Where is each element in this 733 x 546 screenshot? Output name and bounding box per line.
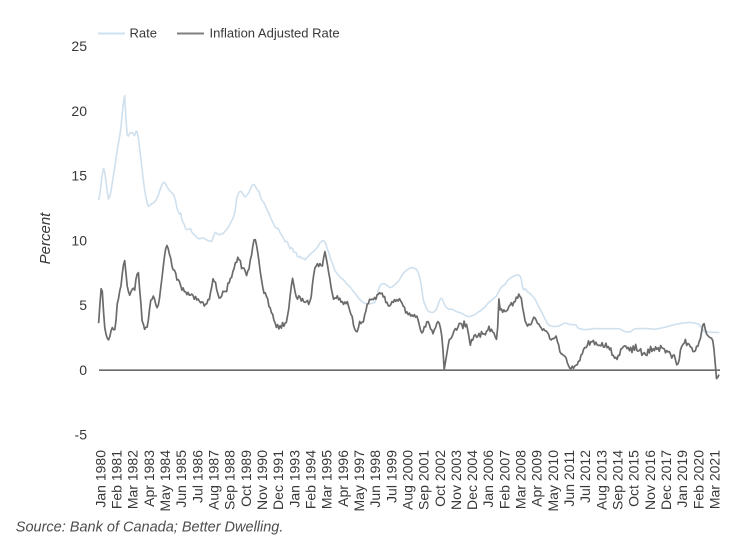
- svg-text:15: 15: [71, 168, 87, 184]
- svg-text:Source: Bank of Canada; Better: Source: Bank of Canada; Better Dwelling.: [16, 520, 284, 536]
- svg-text:0: 0: [79, 362, 87, 378]
- svg-text:May 2010: May 2010: [545, 450, 561, 512]
- svg-text:Jul 1986: Jul 1986: [189, 450, 205, 503]
- svg-text:Jan 1980: Jan 1980: [92, 450, 108, 508]
- svg-text:Feb 1994: Feb 1994: [303, 450, 319, 509]
- svg-text:Jun 1985: Jun 1985: [173, 450, 189, 508]
- svg-text:Jan 1993: Jan 1993: [286, 450, 302, 508]
- svg-text:Jun 2011: Jun 2011: [561, 450, 577, 507]
- svg-text:Mar 1995: Mar 1995: [319, 450, 335, 509]
- svg-text:Jan 2006: Jan 2006: [480, 450, 496, 508]
- svg-text:Apr 1983: Apr 1983: [141, 450, 157, 507]
- svg-text:Dec 2017: Dec 2017: [658, 450, 674, 510]
- svg-text:Sep 2001: Sep 2001: [416, 450, 432, 510]
- svg-text:Apr 1996: Apr 1996: [335, 450, 351, 507]
- svg-text:Sep 1988: Sep 1988: [222, 450, 238, 510]
- svg-text:Rate: Rate: [130, 26, 157, 41]
- svg-text:May 1984: May 1984: [157, 450, 173, 512]
- svg-text:-5: -5: [75, 427, 88, 443]
- svg-text:5: 5: [79, 297, 87, 313]
- svg-text:Mar 2021: Mar 2021: [707, 450, 723, 509]
- svg-text:Oct 2015: Oct 2015: [626, 450, 642, 507]
- svg-text:Nov 2016: Nov 2016: [642, 450, 658, 510]
- svg-text:20: 20: [71, 103, 87, 119]
- svg-text:Oct 2002: Oct 2002: [432, 450, 448, 507]
- svg-text:Inflation Adjusted Rate: Inflation Adjusted Rate: [210, 26, 340, 41]
- svg-text:Apr 2009: Apr 2009: [529, 450, 545, 507]
- svg-text:Jul 1999: Jul 1999: [383, 450, 399, 503]
- svg-text:Sep 2014: Sep 2014: [610, 450, 626, 510]
- svg-text:Feb 1981: Feb 1981: [109, 450, 125, 509]
- svg-text:May 1997: May 1997: [351, 450, 367, 512]
- svg-text:Jun 1998: Jun 1998: [367, 450, 383, 508]
- svg-text:Mar 1982: Mar 1982: [125, 450, 141, 509]
- svg-text:Percent: Percent: [37, 212, 54, 265]
- svg-text:Oct 1989: Oct 1989: [238, 450, 254, 507]
- svg-text:Mar 2008: Mar 2008: [513, 450, 529, 509]
- svg-text:Feb 2020: Feb 2020: [690, 450, 706, 509]
- svg-text:Aug 1987: Aug 1987: [206, 450, 222, 510]
- svg-text:Dec 1991: Dec 1991: [270, 450, 286, 510]
- svg-text:Dec 2004: Dec 2004: [464, 450, 480, 510]
- svg-text:10: 10: [71, 232, 87, 248]
- svg-text:Feb 2007: Feb 2007: [496, 450, 512, 509]
- svg-text:Aug 2000: Aug 2000: [399, 450, 415, 510]
- svg-text:Jan 2019: Jan 2019: [674, 450, 690, 508]
- svg-text:Jul 2012: Jul 2012: [577, 450, 593, 503]
- svg-text:Nov 2003: Nov 2003: [448, 450, 464, 510]
- svg-text:Nov 1990: Nov 1990: [254, 450, 270, 510]
- svg-text:25: 25: [71, 38, 87, 54]
- svg-text:Aug 2013: Aug 2013: [593, 450, 609, 510]
